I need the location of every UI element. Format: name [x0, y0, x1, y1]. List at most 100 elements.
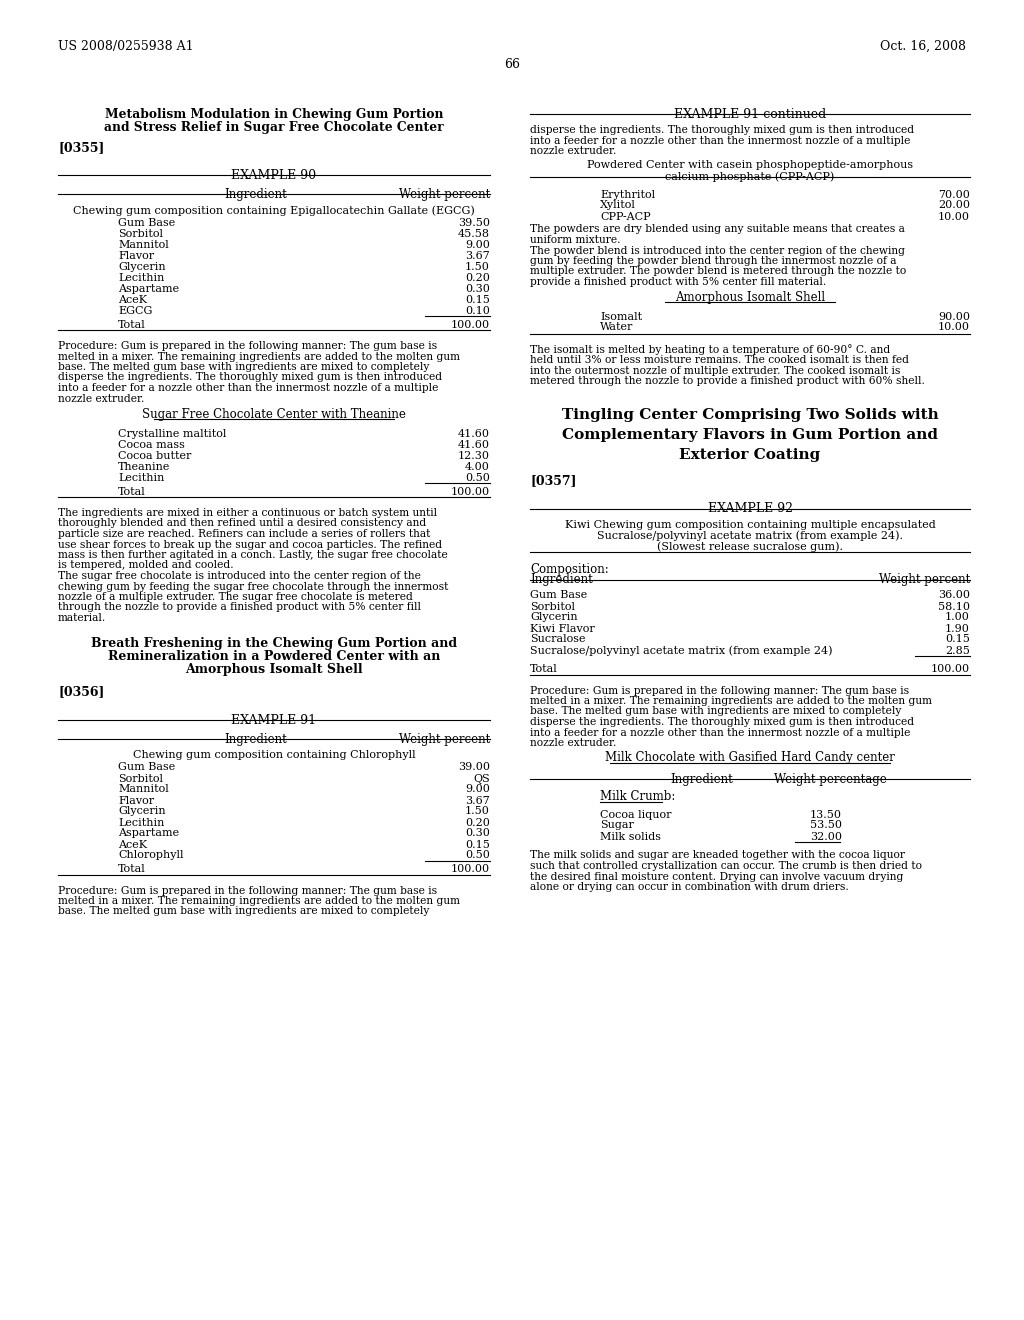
Text: into a feeder for a nozzle other than the innermost nozzle of a multiple: into a feeder for a nozzle other than th…: [58, 383, 438, 393]
Text: Amorphous Isomalt Shell: Amorphous Isomalt Shell: [675, 290, 825, 304]
Text: EXAMPLE 91: EXAMPLE 91: [231, 714, 316, 726]
Text: Weight percent: Weight percent: [398, 187, 490, 201]
Text: Gum Base: Gum Base: [530, 590, 587, 601]
Text: 0.10: 0.10: [465, 306, 490, 315]
Text: base. The melted gum base with ingredients are mixed to completely: base. The melted gum base with ingredien…: [58, 907, 429, 916]
Text: 70.00: 70.00: [938, 190, 970, 199]
Text: nozzle extruder.: nozzle extruder.: [530, 738, 616, 748]
Text: Metabolism Modulation in Chewing Gum Portion: Metabolism Modulation in Chewing Gum Por…: [104, 108, 443, 121]
Text: disperse the ingredients. The thoroughly mixed gum is then introduced: disperse the ingredients. The thoroughly…: [530, 717, 914, 727]
Text: The sugar free chocolate is introduced into the center region of the: The sugar free chocolate is introduced i…: [58, 572, 421, 581]
Text: [0357]: [0357]: [530, 474, 577, 487]
Text: Total: Total: [118, 487, 145, 498]
Text: 9.00: 9.00: [465, 784, 490, 795]
Text: Milk Crumb:: Milk Crumb:: [600, 789, 676, 803]
Text: 1.00: 1.00: [945, 612, 970, 623]
Text: 0.15: 0.15: [465, 294, 490, 305]
Text: Weight percent: Weight percent: [398, 733, 490, 746]
Text: EGCG: EGCG: [118, 306, 153, 315]
Text: 100.00: 100.00: [451, 865, 490, 874]
Text: Sucralose/polyvinyl acetate matrix (from example 24).: Sucralose/polyvinyl acetate matrix (from…: [597, 531, 903, 541]
Text: nozzle extruder.: nozzle extruder.: [530, 147, 616, 156]
Text: Tingling Center Comprising Two Solids with: Tingling Center Comprising Two Solids wi…: [561, 408, 938, 422]
Text: 39.00: 39.00: [458, 763, 490, 772]
Text: 0.20: 0.20: [465, 273, 490, 282]
Text: 2.85: 2.85: [945, 645, 970, 656]
Text: Weight percent: Weight percent: [879, 573, 970, 586]
Text: Remineralization in a Powdered Center with an: Remineralization in a Powdered Center wi…: [108, 651, 440, 664]
Text: 32.00: 32.00: [810, 832, 842, 842]
Text: 1.50: 1.50: [465, 261, 490, 272]
Text: Lecithin: Lecithin: [118, 473, 165, 483]
Text: 39.50: 39.50: [458, 218, 490, 228]
Text: Sugar: Sugar: [600, 821, 634, 830]
Text: 41.60: 41.60: [458, 429, 490, 440]
Text: Flavor: Flavor: [118, 251, 155, 261]
Text: 36.00: 36.00: [938, 590, 970, 601]
Text: Ingredient: Ingredient: [224, 187, 287, 201]
Text: Glycerin: Glycerin: [530, 612, 578, 623]
Text: Breath Freshening in the Chewing Gum Portion and: Breath Freshening in the Chewing Gum Por…: [91, 638, 457, 651]
Text: 10.00: 10.00: [938, 211, 970, 222]
Text: calcium phosphate (CPP-ACP): calcium phosphate (CPP-ACP): [666, 172, 835, 182]
Text: 0.50: 0.50: [465, 473, 490, 483]
Text: Exterior Coating: Exterior Coating: [679, 449, 820, 462]
Text: 9.00: 9.00: [465, 240, 490, 249]
Text: Chewing gum composition containing Chlorophyll: Chewing gum composition containing Chlor…: [133, 750, 416, 759]
Text: melted in a mixer. The remaining ingredients are added to the molten gum: melted in a mixer. The remaining ingredi…: [58, 351, 460, 362]
Text: (Slowest release sucralose gum).: (Slowest release sucralose gum).: [657, 541, 843, 552]
Text: Procedure: Gum is prepared in the following manner: The gum base is: Procedure: Gum is prepared in the follow…: [530, 685, 909, 696]
Text: provide a finished product with 5% center fill material.: provide a finished product with 5% cente…: [530, 277, 826, 286]
Text: The powder blend is introduced into the center region of the chewing: The powder blend is introduced into the …: [530, 246, 905, 256]
Text: Theanine: Theanine: [118, 462, 170, 473]
Text: Mannitol: Mannitol: [118, 240, 169, 249]
Text: such that controlled crystallization can occur. The crumb is then dried to: such that controlled crystallization can…: [530, 861, 922, 871]
Text: disperse the ingredients. The thoroughly mixed gum is then introduced: disperse the ingredients. The thoroughly…: [530, 125, 914, 135]
Text: Sorbitol: Sorbitol: [530, 602, 575, 611]
Text: Cocoa liquor: Cocoa liquor: [600, 809, 672, 820]
Text: 4.00: 4.00: [465, 462, 490, 473]
Text: 0.15: 0.15: [465, 840, 490, 850]
Text: 20.00: 20.00: [938, 201, 970, 210]
Text: Sugar Free Chocolate Center with Theanine: Sugar Free Chocolate Center with Theanin…: [142, 408, 406, 421]
Text: Ingredient: Ingredient: [224, 733, 287, 746]
Text: Sucralose: Sucralose: [530, 635, 586, 644]
Text: 0.30: 0.30: [465, 829, 490, 838]
Text: through the nozzle to provide a finished product with 5% center fill: through the nozzle to provide a finished…: [58, 602, 421, 612]
Text: The isomalt is melted by heating to a temperature of 60-90° C. and: The isomalt is melted by heating to a te…: [530, 345, 890, 355]
Text: 10.00: 10.00: [938, 322, 970, 333]
Text: into the outermost nozzle of multiple extruder. The cooked isomalt is: into the outermost nozzle of multiple ex…: [530, 366, 900, 375]
Text: Composition:: Composition:: [530, 562, 608, 576]
Text: 13.50: 13.50: [810, 809, 842, 820]
Text: Sucralose/polyvinyl acetate matrix (from example 24): Sucralose/polyvinyl acetate matrix (from…: [530, 645, 833, 656]
Text: Procedure: Gum is prepared in the following manner: The gum base is: Procedure: Gum is prepared in the follow…: [58, 341, 437, 351]
Text: Complementary Flavors in Gum Portion and: Complementary Flavors in Gum Portion and: [562, 429, 938, 442]
Text: multiple extruder. The powder blend is metered through the nozzle to: multiple extruder. The powder blend is m…: [530, 267, 906, 276]
Text: The powders are dry blended using any suitable means that creates a: The powders are dry blended using any su…: [530, 224, 905, 235]
Text: melted in a mixer. The remaining ingredients are added to the molten gum: melted in a mixer. The remaining ingredi…: [58, 896, 460, 906]
Text: QS: QS: [473, 774, 490, 784]
Text: US 2008/0255938 A1: US 2008/0255938 A1: [58, 40, 194, 53]
Text: Gum Base: Gum Base: [118, 218, 175, 228]
Text: base. The melted gum base with ingredients are mixed to completely: base. The melted gum base with ingredien…: [530, 706, 901, 717]
Text: Kiwi Flavor: Kiwi Flavor: [530, 623, 595, 634]
Text: gum by feeding the powder blend through the innermost nozzle of a: gum by feeding the powder blend through …: [530, 256, 896, 267]
Text: 66: 66: [504, 58, 520, 71]
Text: Total: Total: [530, 664, 558, 675]
Text: Oct. 16, 2008: Oct. 16, 2008: [880, 40, 966, 53]
Text: chewing gum by feeding the sugar free chocolate through the innermost: chewing gum by feeding the sugar free ch…: [58, 582, 449, 591]
Text: 12.30: 12.30: [458, 451, 490, 461]
Text: alone or drying can occur in combination with drum driers.: alone or drying can occur in combination…: [530, 882, 849, 892]
Text: CPP-ACP: CPP-ACP: [600, 211, 650, 222]
Text: Chlorophyll: Chlorophyll: [118, 850, 183, 861]
Text: EXAMPLE 90: EXAMPLE 90: [231, 169, 316, 182]
Text: Isomalt: Isomalt: [600, 312, 642, 322]
Text: 58.10: 58.10: [938, 602, 970, 611]
Text: Sorbitol: Sorbitol: [118, 228, 163, 239]
Text: Milk solids: Milk solids: [600, 832, 662, 842]
Text: Milk Chocolate with Gasified Hard Candy center: Milk Chocolate with Gasified Hard Candy …: [605, 751, 895, 764]
Text: Mannitol: Mannitol: [118, 784, 169, 795]
Text: AceK: AceK: [118, 294, 147, 305]
Text: Chewing gum composition containing Epigallocatechin Gallate (EGCG): Chewing gum composition containing Epiga…: [73, 205, 475, 215]
Text: The milk solids and sugar are kneaded together with the cocoa liquor: The milk solids and sugar are kneaded to…: [530, 850, 905, 861]
